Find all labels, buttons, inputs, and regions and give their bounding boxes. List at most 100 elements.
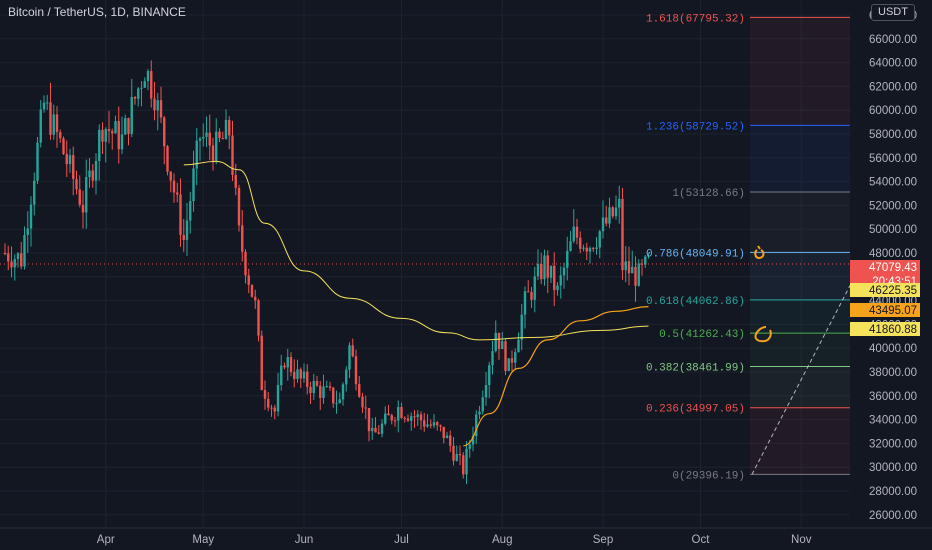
candle-body [211,145,215,162]
candle-body [540,263,543,280]
candle-body [276,385,280,412]
projection-trend-line[interactable] [751,273,857,475]
candle-body [631,266,634,274]
price-tick-label: 36000.00 [869,391,917,403]
time-axis[interactable]: Apr May Jun Jul Aug Sep Oct Nov [97,534,812,546]
candle-body [176,192,179,195]
candle-body [426,424,429,427]
price-tick-label: 50000.00 [869,224,917,236]
candle-body [237,187,241,226]
candle-body [429,424,432,426]
candle-body [611,207,614,217]
price-tick-label: 52000.00 [869,200,917,212]
candle-body [647,255,650,257]
candle-body [133,97,137,99]
candle-body [397,407,400,421]
candle-body [146,71,150,82]
fib-level-label: 1.236(58729.52) [646,121,745,133]
candle-body [494,332,497,352]
time-tick-label: Nov [791,534,812,546]
candle-body [439,425,442,427]
price-label-badge [850,303,920,317]
currency-button[interactable]: USDT [871,4,915,21]
candle-body [419,414,423,421]
candle-body [400,407,403,418]
candle-body [185,220,189,240]
hand-drawn-marker-0786[interactable] [754,245,765,260]
candle-body [468,444,471,449]
candle-body [387,413,390,416]
candle-body [111,131,114,134]
candle-body [13,259,16,268]
candle-body [182,234,185,240]
candle-body [137,88,140,99]
candle-body [107,129,111,132]
candle-body [510,358,514,363]
candle-body [465,448,468,475]
price-tick-label: 34000.00 [869,415,917,427]
candle-body [156,100,159,111]
candle-body [208,132,211,146]
candle-body [296,369,299,380]
candle-body [85,177,88,213]
candle-body [72,155,75,180]
candle-body [523,291,527,315]
fib-zone [750,333,850,367]
candle-body [520,314,523,340]
fib-lines [750,16,850,475]
candle-body [172,180,176,193]
candle-body [406,418,410,421]
candle-body [536,263,540,277]
candle-body [283,365,286,368]
candle-body [117,121,120,150]
candle-body [234,174,237,188]
fib-zone [750,366,850,408]
candle-body [202,136,205,139]
price-tick-label: 32000.00 [869,438,917,450]
candle-body [241,225,244,252]
candle-body [462,455,465,475]
candle-body [367,408,371,432]
hand-drawn-marker-05[interactable] [754,326,772,343]
candle-body [582,247,585,249]
candle-body [114,121,117,134]
candle-body [361,396,364,408]
candle-body [289,357,293,372]
candle-body [530,292,533,300]
candle-body [78,189,81,205]
time-tick-label: Jul [394,534,409,546]
fib-zone [750,17,850,126]
fib-zone [750,299,850,334]
symbol-title[interactable]: Bitcoin / TetherUS, 1D, BINANCE [8,5,186,19]
candle-body [257,300,260,336]
candle-body [231,135,234,175]
candle-body [475,414,478,437]
candle-body [263,389,267,399]
candle-body [566,250,569,268]
candle-body [88,170,91,178]
candle-body [478,411,481,415]
ma-200-line [183,160,649,341]
fib-zone [750,125,850,192]
candle-body [403,417,406,419]
candle-body [627,261,631,274]
fib-zone [750,252,850,300]
ma-50-line [463,306,649,447]
price-label-text: 47079.43 [869,262,917,274]
candle-body [559,275,562,286]
candle-body [384,413,387,424]
candle-body [481,397,484,412]
candle-body [621,198,624,271]
candle-body [332,387,335,404]
candle-body [436,422,439,426]
candle-body [614,207,618,217]
candle-body [569,241,572,251]
candle-body [293,371,296,380]
candle-body [179,194,182,235]
time-tick-label: Jun [295,534,314,546]
candle-body [124,118,127,135]
candle-body [377,432,380,434]
candle-body [195,140,198,169]
price-label-badge [850,322,920,336]
